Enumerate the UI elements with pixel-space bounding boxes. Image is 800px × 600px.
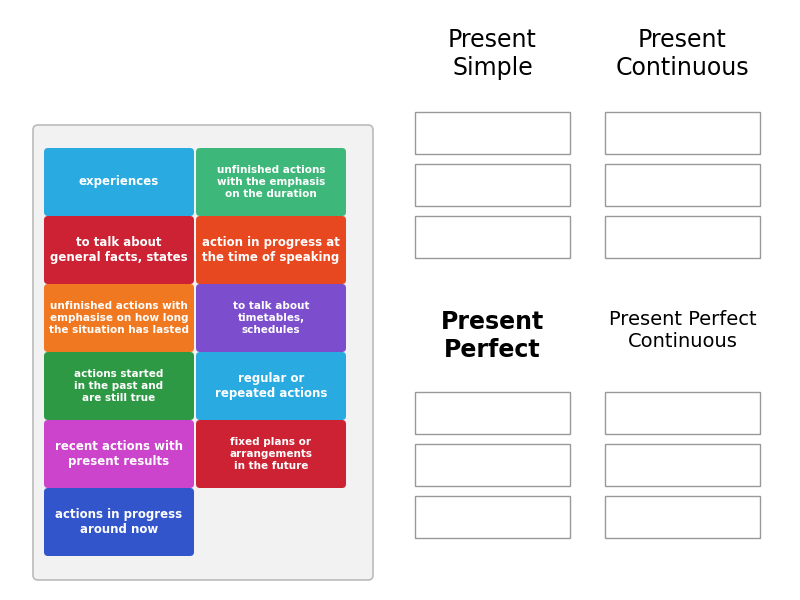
- FancyBboxPatch shape: [415, 112, 570, 154]
- FancyBboxPatch shape: [605, 496, 760, 538]
- FancyBboxPatch shape: [196, 216, 346, 284]
- Text: Present Perfect
Continuous: Present Perfect Continuous: [609, 310, 756, 351]
- FancyBboxPatch shape: [44, 488, 194, 556]
- Text: unfinished actions
with the emphasis
on the duration: unfinished actions with the emphasis on …: [217, 166, 326, 199]
- FancyBboxPatch shape: [196, 420, 346, 488]
- Text: experiences: experiences: [79, 175, 159, 188]
- Text: Present
Perfect: Present Perfect: [441, 310, 544, 362]
- Text: actions in progress
around now: actions in progress around now: [55, 508, 182, 536]
- FancyBboxPatch shape: [605, 216, 760, 258]
- Text: recent actions with
present results: recent actions with present results: [55, 440, 183, 468]
- FancyBboxPatch shape: [415, 496, 570, 538]
- FancyBboxPatch shape: [44, 352, 194, 420]
- Text: action in progress at
the time of speaking: action in progress at the time of speaki…: [202, 236, 340, 264]
- Text: fixed plans or
arrangements
in the future: fixed plans or arrangements in the futur…: [230, 437, 313, 470]
- FancyBboxPatch shape: [33, 125, 373, 580]
- FancyBboxPatch shape: [605, 164, 760, 206]
- FancyBboxPatch shape: [44, 148, 194, 216]
- FancyBboxPatch shape: [196, 352, 346, 420]
- FancyBboxPatch shape: [196, 284, 346, 352]
- Text: actions started
in the past and
are still true: actions started in the past and are stil…: [74, 370, 164, 403]
- FancyBboxPatch shape: [415, 164, 570, 206]
- FancyBboxPatch shape: [605, 112, 760, 154]
- FancyBboxPatch shape: [605, 392, 760, 434]
- FancyBboxPatch shape: [44, 216, 194, 284]
- FancyBboxPatch shape: [44, 284, 194, 352]
- FancyBboxPatch shape: [415, 216, 570, 258]
- Text: to talk about
general facts, states: to talk about general facts, states: [50, 236, 188, 264]
- Text: Present
Continuous: Present Continuous: [616, 28, 750, 80]
- FancyBboxPatch shape: [415, 444, 570, 486]
- Text: Present
Simple: Present Simple: [448, 28, 537, 80]
- FancyBboxPatch shape: [605, 444, 760, 486]
- Text: unfinished actions with
emphasise on how long
the situation has lasted: unfinished actions with emphasise on how…: [49, 301, 189, 335]
- Text: to talk about
timetables,
schedules: to talk about timetables, schedules: [233, 301, 310, 335]
- FancyBboxPatch shape: [415, 392, 570, 434]
- Text: regular or
repeated actions: regular or repeated actions: [215, 372, 327, 400]
- FancyBboxPatch shape: [44, 420, 194, 488]
- FancyBboxPatch shape: [196, 148, 346, 216]
